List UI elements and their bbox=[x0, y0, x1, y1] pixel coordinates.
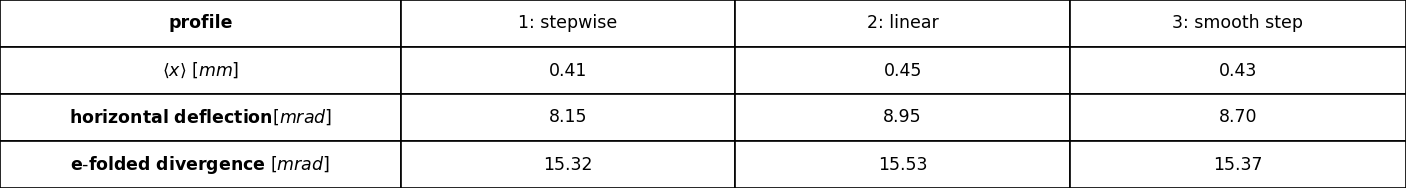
Bar bbox=[735, 94, 1070, 141]
Bar bbox=[1070, 141, 1406, 188]
Text: 2: linear: 2: linear bbox=[866, 14, 939, 33]
Text: 8.95: 8.95 bbox=[883, 108, 922, 127]
Text: 3: smooth step: 3: smooth step bbox=[1173, 14, 1303, 33]
Text: $\mathbf{e\text{-}folded\ divergence}$ [$\mathit{mrad}$]: $\mathbf{e\text{-}folded\ divergence}$ [… bbox=[70, 153, 330, 176]
Bar bbox=[1070, 47, 1406, 94]
Text: $\mathbf{horizontal\ deflection}$[$\mathit{mrad}$]: $\mathbf{horizontal\ deflection}$[$\math… bbox=[69, 108, 332, 127]
Bar bbox=[735, 0, 1070, 47]
Bar bbox=[0, 47, 401, 94]
Text: 15.53: 15.53 bbox=[877, 155, 928, 174]
Bar bbox=[735, 47, 1070, 94]
Text: 8.15: 8.15 bbox=[548, 108, 588, 127]
Bar bbox=[401, 0, 735, 47]
Text: 0.43: 0.43 bbox=[1219, 61, 1257, 80]
Text: 0.41: 0.41 bbox=[548, 61, 588, 80]
Text: $\langle x \rangle$ [$\mathit{mm}$]: $\langle x \rangle$ [$\mathit{mm}$] bbox=[162, 61, 239, 80]
Bar bbox=[735, 141, 1070, 188]
Text: 15.32: 15.32 bbox=[543, 155, 593, 174]
Bar bbox=[401, 141, 735, 188]
Text: 8.70: 8.70 bbox=[1219, 108, 1257, 127]
Bar bbox=[0, 94, 401, 141]
Text: 1: stepwise: 1: stepwise bbox=[519, 14, 617, 33]
Bar bbox=[1070, 94, 1406, 141]
Bar bbox=[1070, 0, 1406, 47]
Text: 0.45: 0.45 bbox=[883, 61, 922, 80]
Bar bbox=[0, 141, 401, 188]
Text: profile: profile bbox=[169, 14, 232, 33]
Bar bbox=[0, 0, 401, 47]
Bar bbox=[401, 94, 735, 141]
Text: 15.37: 15.37 bbox=[1213, 155, 1263, 174]
Bar bbox=[401, 47, 735, 94]
